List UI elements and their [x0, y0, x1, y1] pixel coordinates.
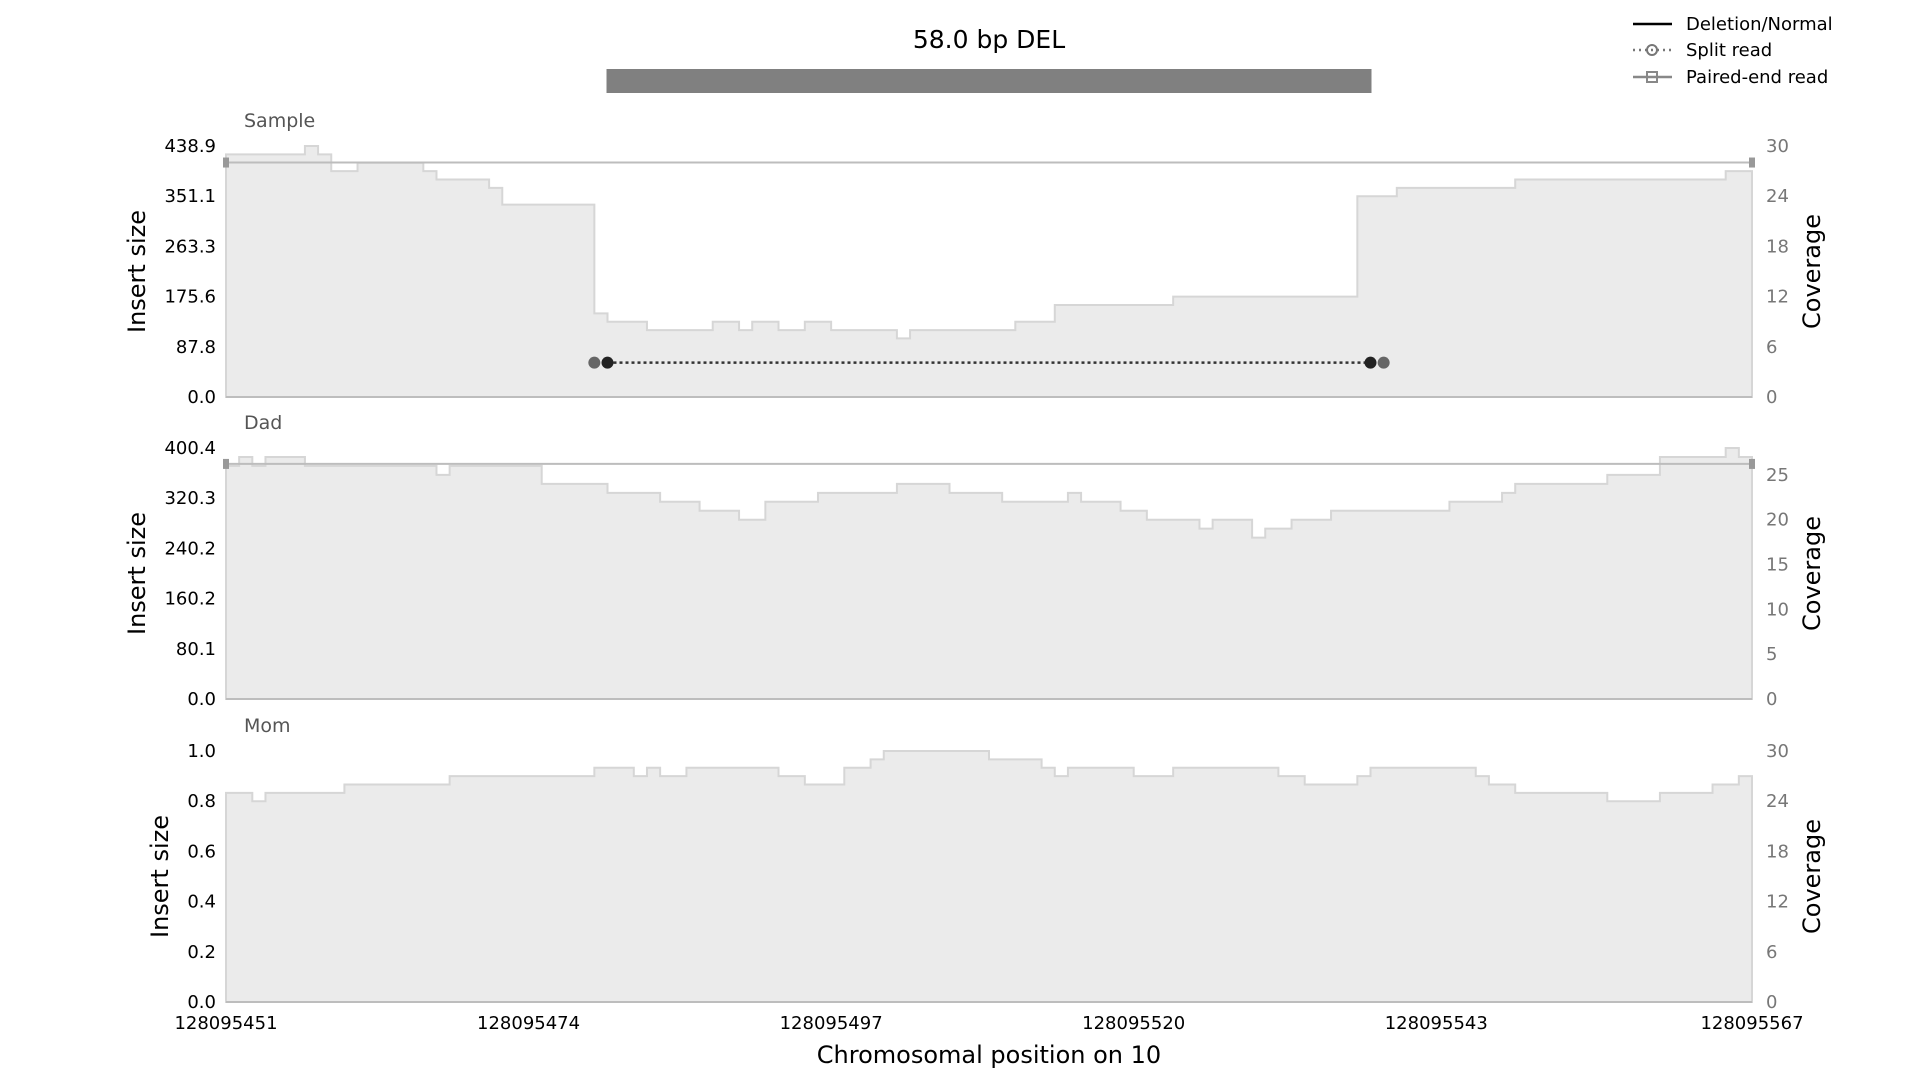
- paired-end-read-marker: [1749, 157, 1755, 168]
- x-tick-label: 128095451: [174, 1013, 277, 1034]
- coverage-tick-label: 0: [1766, 992, 1777, 1013]
- coverage-tick-label: 15: [1766, 555, 1789, 576]
- paired-end-read-marker: [223, 157, 229, 168]
- panel-mom: 0.0 0.2 0.4 0.6 0.8 1.0 0 6 12 18 24 30 Mom Insert si…: [146, 715, 1826, 1013]
- y-axis-title: Insert size: [123, 512, 151, 635]
- x-axis-title: Chromosomal position on 10: [817, 1041, 1161, 1069]
- coverage-area: [225, 447, 1753, 700]
- coverage-tick-label: 5: [1766, 644, 1777, 665]
- coverage-tick-label: 30: [1766, 741, 1789, 762]
- legend-square-marker-icon: [1646, 71, 1658, 83]
- y-tick-label: 240.2: [164, 538, 216, 559]
- coverage-tick-label: 6: [1766, 337, 1777, 358]
- y-tick-label: 0.2: [187, 942, 216, 963]
- split-read-marker: [1377, 356, 1390, 369]
- x-tick-label: 128095567: [1700, 1013, 1803, 1034]
- y-tick-label: 0.0: [187, 387, 216, 408]
- coverage-tick-label: 10: [1766, 599, 1789, 620]
- coverage-axis-title: Coverage: [1798, 819, 1826, 934]
- y-tick-label: 1.0: [187, 741, 216, 762]
- chart-title: 58.0 bp DEL: [913, 25, 1065, 54]
- y-axis-title: Insert size: [146, 815, 174, 938]
- legend-label: Paired-end read: [1686, 67, 1828, 88]
- y-tick-label: 0.8: [187, 791, 216, 812]
- y-axis-title: Insert size: [123, 210, 151, 333]
- x-tick-label: 128095520: [1082, 1013, 1185, 1034]
- legend-item: Deletion/Normal: [1633, 14, 1833, 35]
- paired-end-read-marker: [223, 458, 229, 469]
- coverage-tick-label: 25: [1766, 465, 1789, 486]
- y-tick-label: 160.2: [164, 589, 216, 610]
- x-tick-label: 128095474: [477, 1013, 580, 1034]
- panel-sample: 0.0 87.8 175.6 263.3 351.1 438.9 0 6 12 18 24 30 Sam…: [123, 110, 1826, 408]
- split-read-marker: [588, 356, 601, 369]
- variant-span-bar: [606, 69, 1372, 93]
- coverage-area: [225, 750, 1753, 1003]
- y-tick-label: 175.6: [164, 287, 216, 308]
- split-read-marker: [1364, 356, 1377, 369]
- y-tick-label: 0.0: [187, 992, 216, 1013]
- legend-label: Deletion/Normal: [1686, 14, 1833, 35]
- legend: Deletion/Normal Split read Paired-end read: [1633, 14, 1833, 88]
- y-tick-label: 87.8: [176, 337, 216, 358]
- legend-label: Split read: [1686, 40, 1772, 61]
- panel-dad: 0.0 80.1 160.2 240.2 320.3 400.4 0 5 10 15 20 25 Dad…: [123, 412, 1826, 710]
- coverage-tick-label: 24: [1766, 791, 1789, 812]
- legend-item: Paired-end read: [1633, 67, 1828, 88]
- coverage-tick-label: 0: [1766, 387, 1777, 408]
- panel-title: Sample: [244, 110, 315, 132]
- y-tick-label: 351.1: [164, 186, 216, 207]
- x-tick-label: 128095497: [780, 1013, 883, 1034]
- y-tick-label: 0.4: [187, 892, 216, 913]
- y-tick-label: 0.6: [187, 841, 216, 862]
- coverage-tick-label: 18: [1766, 841, 1789, 862]
- y-tick-label: 400.4: [164, 438, 216, 459]
- y-tick-label: 438.9: [164, 136, 216, 157]
- y-tick-label: 0.0: [187, 689, 216, 710]
- coverage-tick-label: 18: [1766, 236, 1789, 257]
- y-tick-label: 320.3: [164, 488, 216, 509]
- coverage-tick-label: 12: [1766, 287, 1789, 308]
- y-tick-label: 263.3: [164, 236, 216, 257]
- coverage-axis-title: Coverage: [1798, 214, 1826, 329]
- panel-title: Dad: [244, 412, 282, 434]
- legend-item: Split read: [1633, 40, 1772, 61]
- coverage-tick-label: 12: [1766, 892, 1789, 913]
- split-read-marker: [601, 356, 614, 369]
- legend-circle-marker-icon: [1646, 44, 1658, 56]
- coverage-tick-label: 6: [1766, 942, 1777, 963]
- coverage-tick-label: 24: [1766, 186, 1789, 207]
- coverage-tick-label: 0: [1766, 689, 1777, 710]
- coverage-tick-label: 20: [1766, 510, 1789, 531]
- paired-end-read-marker: [1749, 458, 1755, 469]
- x-tick-label: 128095543: [1385, 1013, 1488, 1034]
- coverage-tick-label: 30: [1766, 136, 1789, 157]
- panel-title: Mom: [244, 715, 291, 737]
- coverage-area: [225, 145, 1753, 398]
- coverage-axis-title: Coverage: [1798, 516, 1826, 631]
- y-tick-label: 80.1: [176, 639, 216, 660]
